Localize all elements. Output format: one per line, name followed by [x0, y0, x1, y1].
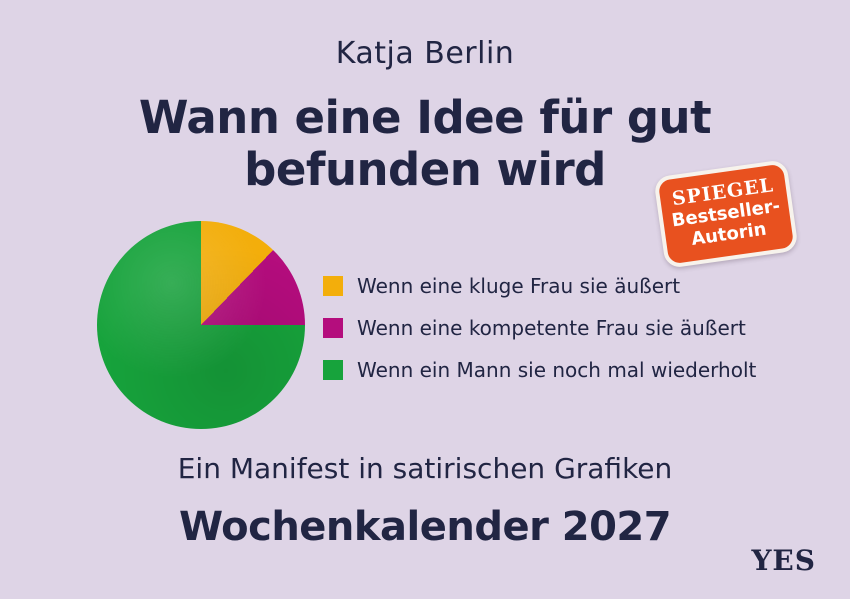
- bestseller-badge: SPIEGEL Bestseller- Autorin: [653, 159, 799, 269]
- author-name: Katja Berlin: [335, 36, 515, 71]
- legend-label: Wenn eine kluge Frau sie äußert: [357, 274, 681, 298]
- publisher-logo: YES: [751, 544, 816, 577]
- legend-item: Wenn eine kompetente Frau sie äußert: [323, 316, 756, 340]
- legend-swatch: [323, 276, 343, 296]
- cover-title-line1: Wann eine Idee für gut: [138, 91, 712, 144]
- pie-chart: [97, 221, 305, 429]
- chart-legend: Wenn eine kluge Frau sie äußert Wenn ein…: [323, 274, 757, 402]
- edition-title: Wochenkalender 2027: [178, 504, 672, 550]
- legend-item: Wenn eine kluge Frau sie äußert: [323, 274, 756, 298]
- legend-label: Wenn ein Mann sie noch mal wiederholt: [357, 358, 757, 382]
- legend-swatch: [323, 360, 343, 380]
- legend-swatch: [323, 318, 343, 338]
- cover-subtitle: Ein Manifest in satirischen Grafiken: [177, 452, 673, 485]
- legend-item: Wenn ein Mann sie noch mal wiederholt: [323, 358, 757, 382]
- legend-label: Wenn eine kompetente Frau sie äußert: [357, 316, 746, 340]
- cover-title-line2: befunden wird: [244, 143, 606, 196]
- cover-title: Wann eine Idee für gut befunden wird: [0, 92, 850, 196]
